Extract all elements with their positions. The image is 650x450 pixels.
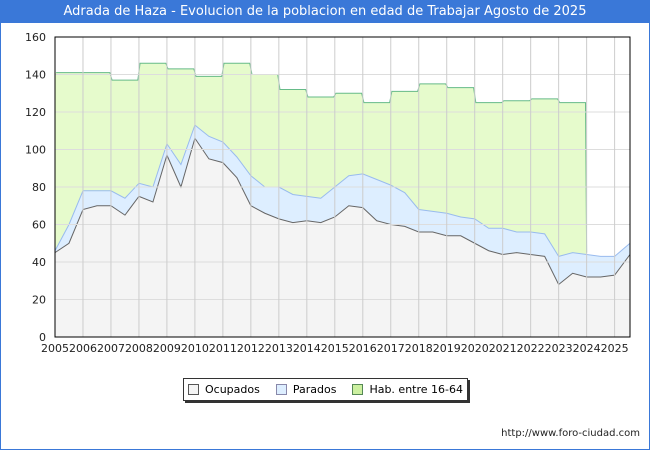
- y-tick-label: 20: [32, 294, 46, 307]
- x-tick-label: 2023: [545, 342, 573, 355]
- x-tick-label: 2017: [377, 342, 405, 355]
- x-tick-label: 2009: [153, 342, 181, 355]
- y-tick-label: 160: [25, 31, 46, 44]
- legend-swatch-parados: [275, 384, 287, 395]
- x-tick-label: 2011: [209, 342, 237, 355]
- legend-item-hab: Hab. entre 16-64: [352, 383, 463, 396]
- x-tick-label: 2005: [41, 342, 69, 355]
- x-tick-label: 2018: [405, 342, 433, 355]
- legend-item-ocupados: Ocupados: [187, 383, 260, 396]
- x-tick-label: 2022: [517, 342, 545, 355]
- legend-swatch-hab: [352, 384, 364, 395]
- legend-label: Parados: [292, 383, 337, 396]
- y-tick-label: 80: [32, 181, 46, 194]
- y-tick-label: 100: [25, 144, 46, 157]
- ocupados-area: [55, 138, 630, 337]
- y-tick-label: 140: [25, 69, 46, 82]
- x-tick-label: 2006: [69, 342, 97, 355]
- legend-label: Hab. entre 16-64: [369, 383, 463, 396]
- chart-title: Adrada de Haza - Evolucion de la poblaci…: [0, 0, 650, 23]
- y-tick-label: 40: [32, 256, 46, 269]
- y-tick-label: 60: [32, 219, 46, 232]
- x-tick-label: 2012: [237, 342, 265, 355]
- x-tick-label: 2025: [601, 342, 629, 355]
- source-link[interactable]: http://www.foro-ciudad.com: [501, 428, 640, 439]
- plot-border: [54, 36, 631, 338]
- x-tick-label: 2016: [349, 342, 377, 355]
- y-tick-label: 0: [39, 331, 46, 344]
- x-tick-label: 2020: [461, 342, 489, 355]
- ocupados-line: [54, 137, 631, 286]
- x-tick-label: 2024: [573, 342, 601, 355]
- legend-item-parados: Parados: [275, 383, 337, 396]
- x-tick-label: 2019: [433, 342, 461, 355]
- legend-swatch-ocupados: [187, 384, 199, 395]
- x-tick-label: 2010: [181, 342, 209, 355]
- x-tick-label: 2014: [293, 342, 321, 355]
- y-tick-label: 120: [25, 106, 46, 119]
- x-tick-label: 2021: [489, 342, 517, 355]
- legend-label: Ocupados: [204, 383, 260, 396]
- x-tick-label: 2013: [265, 342, 293, 355]
- x-tick-label: 2015: [321, 342, 349, 355]
- x-tick-label: 2007: [97, 342, 125, 355]
- x-tick-label: 2008: [125, 342, 153, 355]
- parados-line: [54, 124, 631, 257]
- legend: Ocupados Parados Hab. entre 16-64: [183, 378, 468, 401]
